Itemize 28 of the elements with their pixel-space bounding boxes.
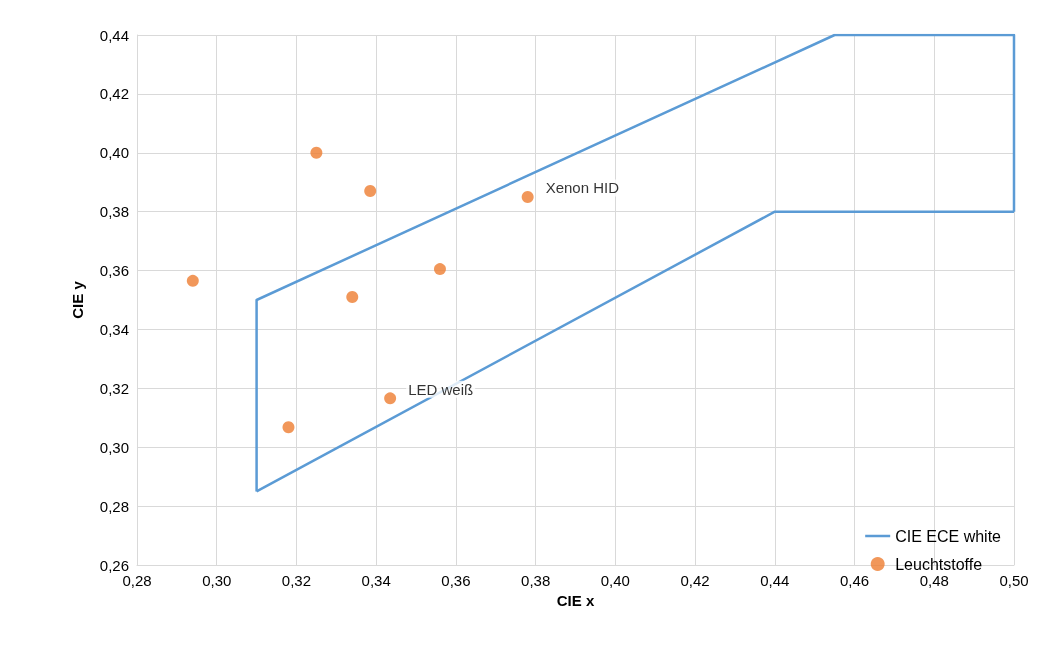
x-tick-label: 0,44 [760,572,790,589]
y-tick-label: 0,44 [99,26,129,44]
y-tick-label: 0,36 [99,262,129,280]
y-tick-label: 0,34 [99,320,129,338]
annotation: LED weiß [408,380,474,398]
y-tick-label: 0,32 [99,379,129,397]
x-axis-title: CIE x [556,592,595,609]
y-tick-label: 0,42 [99,85,129,103]
legend-label: CIE ECE white [895,527,1002,545]
x-tick-label: 0,28 [122,572,152,589]
y-tick-label: 0,40 [99,144,129,162]
x-tick-label: 0,34 [361,572,391,589]
x-tick-label: 0,30 [202,572,232,589]
legend-label: Leuchtstoffe [895,555,983,573]
x-tick-label: 0,36 [441,572,471,589]
annotation: Xenon HID [545,179,620,197]
y-tick-label: 0,30 [99,438,129,456]
y-tick-label: 0,26 [99,556,129,574]
y-axis-title: CIE y [69,280,86,319]
x-tick-label: 0,40 [600,572,630,589]
x-tick-label: 0,46 [839,572,870,589]
x-tick-label: 0,32 [281,572,312,589]
y-tick-label: 0,28 [99,497,129,515]
x-tick-label: 0,50 [999,572,1029,589]
y-tick-label: 0,38 [99,203,129,221]
x-tick-label: 0,38 [521,572,551,589]
x-tick-label: 0,42 [680,572,710,589]
x-tick-label: 0,48 [919,572,949,589]
